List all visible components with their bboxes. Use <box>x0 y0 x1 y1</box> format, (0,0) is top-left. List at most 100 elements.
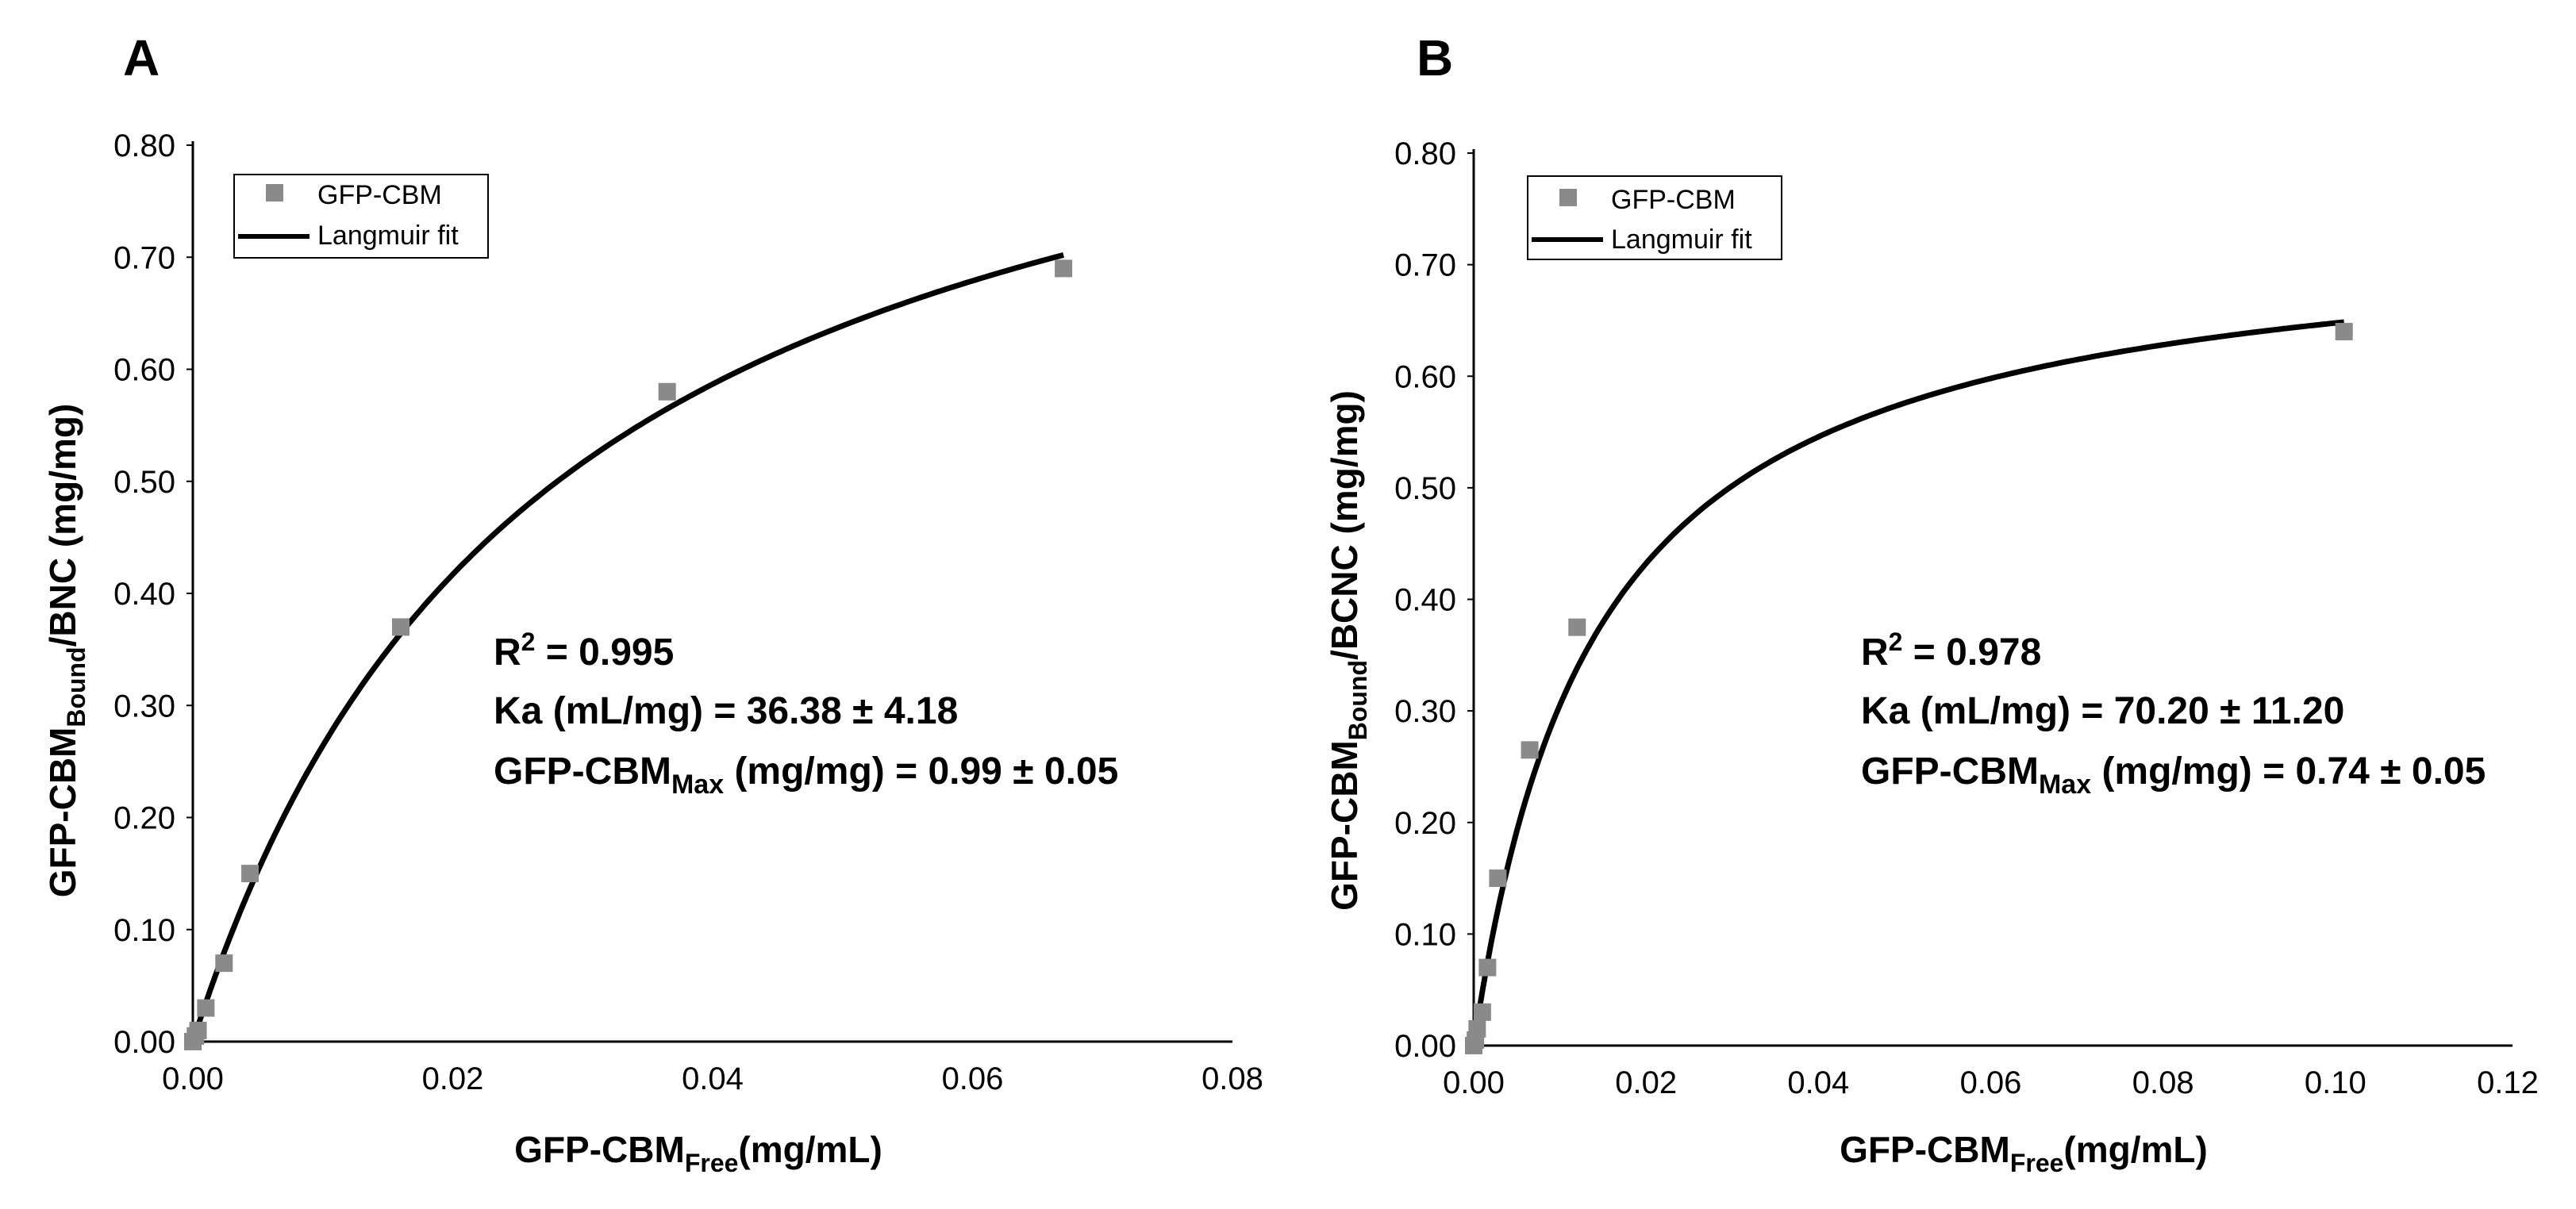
data-point <box>2335 323 2353 340</box>
panel-a-x-ticks: 0.00 0.02 0.04 0.06 0.08 <box>162 1061 1263 1096</box>
y-tick-label: 0.80 <box>1394 136 1456 171</box>
panel-a-legend-points-label: GFP-CBM <box>317 180 442 210</box>
y-tick-label: 0.60 <box>113 353 175 388</box>
y-tick-label: 0.70 <box>113 240 175 275</box>
data-point <box>392 618 409 636</box>
panel-b-r2-value: = 0.978 <box>1902 631 2041 674</box>
x-tick-label: 0.12 <box>2477 1065 2539 1100</box>
x-tick-label: 0.04 <box>1787 1065 1849 1100</box>
panel-b-ylabel-tail: /BCNC (mg/mg) <box>1324 390 1365 660</box>
panel-a-ylabel-sub: Bound <box>62 647 90 727</box>
panel-b-legend-line-label: Langmuir fit <box>1611 225 1752 255</box>
data-point <box>1468 1019 1486 1038</box>
y-tick-label: 0.60 <box>1394 359 1456 394</box>
data-point <box>197 999 215 1017</box>
data-point <box>658 382 676 401</box>
panel-a-legend-marker <box>266 184 283 202</box>
x-tick-label: 0.10 <box>2305 1065 2366 1100</box>
panel-b: B 0.00 0.10 0.20 0.30 0.40 0.50 0.60 0.70 0.80 0… <box>1324 29 2539 1177</box>
panel-a-axes <box>191 141 1232 1043</box>
panel-a: A 0.00 0.10 0.20 0.30 0.40 0.50 0.60 0.70 0.80 0… <box>42 29 1263 1177</box>
x-tick-label: 0.04 <box>682 1061 744 1096</box>
y-tick-label: 0.50 <box>1394 471 1456 506</box>
panel-a-max-sub: Max <box>671 770 724 800</box>
x-tick-label: 0.02 <box>1615 1065 1677 1100</box>
data-point <box>1473 1003 1491 1021</box>
x-tick-label: 0.06 <box>942 1061 1004 1096</box>
panel-a-fit <box>190 252 1065 1043</box>
panel-a-max: GFP-CBMMax (mg/mg) = 0.99 ± 0.05 <box>494 750 1118 800</box>
panel-b-points <box>1465 323 2353 1054</box>
panel-a-annotation: R2 = 0.995 Ka (mL/mg) = 36.38 ± 4.18 GFP… <box>494 628 1118 800</box>
y-tick-label: 0.20 <box>1394 806 1456 841</box>
panel-a-xlabel-tail: (mg/mL) <box>738 1129 882 1170</box>
panel-a-max-tail: (mg/mg) = 0.99 ± 0.05 <box>724 750 1118 793</box>
panel-a-y-ticks: 0.00 0.10 0.20 0.30 0.40 0.50 0.60 0.70 0.80 <box>113 129 193 1060</box>
panel-b-x-axis-title: GFP-CBMFree(mg/mL) <box>1840 1129 2208 1177</box>
panel-a-legend: GFP-CBM Langmuir fit <box>233 174 489 259</box>
panel-b-legend-marker <box>1559 189 1577 206</box>
panel-b-x-ticks: 0.00 0.02 0.04 0.06 0.08 0.10 0.12 <box>1443 1065 2539 1100</box>
panel-a-y-axis-title: GFP-CBMBound/BNC (mg/mg) <box>42 404 90 898</box>
y-tick-label: 0.40 <box>1394 583 1456 618</box>
panel-a-ka: Ka (mL/mg) = 36.38 ± 4.18 <box>494 690 958 732</box>
panel-b-y-axis-title: GFP-CBMBound/BCNC (mg/mg) <box>1324 390 1372 911</box>
y-tick-label: 0.50 <box>113 465 175 500</box>
panel-a-r2-value: = 0.995 <box>535 631 674 674</box>
y-tick-label: 0.70 <box>1394 248 1456 283</box>
data-point <box>1055 259 1073 278</box>
y-tick-label: 0.10 <box>1394 917 1456 952</box>
y-tick-label: 0.80 <box>113 129 175 163</box>
x-tick-label: 0.08 <box>2132 1065 2194 1100</box>
panel-b-xlabel-main: GFP-CBM <box>1840 1129 2010 1170</box>
panel-a-legend-line-label: Langmuir fit <box>317 221 459 251</box>
panel-a-xlabel-main: GFP-CBM <box>514 1129 685 1170</box>
data-point <box>1521 741 1539 759</box>
x-tick-label: 0.08 <box>1201 1061 1263 1096</box>
panel-a-points <box>184 259 1073 1050</box>
panel-a-max-main: GFP-CBM <box>494 750 671 793</box>
panel-b-xlabel-tail: (mg/mL) <box>2063 1129 2207 1170</box>
data-point <box>189 1021 207 1039</box>
panel-b-axes <box>1472 149 2513 1047</box>
panel-b-legend-points-label: GFP-CBM <box>1611 185 1736 215</box>
panel-b-max: GFP-CBMMax (mg/mg) = 0.74 ± 0.05 <box>1861 750 2486 800</box>
panel-b-label: B <box>1417 29 1453 86</box>
panel-b-langmuir-fit-line <box>1471 319 2345 1046</box>
data-point <box>1478 958 1497 977</box>
panel-b-fit <box>1471 319 2345 1046</box>
panel-a-r2-sup: 2 <box>521 628 536 656</box>
panel-a-label: A <box>123 29 160 86</box>
panel-b-ylabel-main: GFP-CBM <box>1324 740 1365 911</box>
panel-a-xlabel-sub: Free <box>685 1149 739 1177</box>
panel-b-y-ticks: 0.00 0.10 0.20 0.30 0.40 0.50 0.60 0.70 0.80 <box>1394 136 1474 1064</box>
data-point <box>215 954 233 973</box>
panel-b-legend: GFP-CBM Langmuir fit <box>1527 175 1782 260</box>
y-tick-label: 0.30 <box>1394 694 1456 729</box>
x-tick-label: 0.00 <box>1443 1065 1505 1100</box>
panel-a-ylabel-tail: /BNC (mg/mg) <box>42 404 83 647</box>
panel-b-r2-sup: 2 <box>1889 628 1903 656</box>
y-tick-label: 0.00 <box>1394 1029 1456 1064</box>
x-tick-label: 0.06 <box>1960 1065 2022 1100</box>
y-tick-label: 0.30 <box>113 689 175 723</box>
panel-b-max-tail: (mg/mg) = 0.74 ± 0.05 <box>2091 750 2486 793</box>
panel-b-xlabel-sub: Free <box>2010 1149 2064 1177</box>
panel-a-r2: R2 = 0.995 <box>494 628 674 674</box>
panel-b-annotation: R2 = 0.978 Ka (mL/mg) = 70.20 ± 11.20 GF… <box>1861 628 2486 800</box>
panel-b-max-main: GFP-CBM <box>1861 750 2039 793</box>
panel-b-r2-prefix: R <box>1861 631 1889 674</box>
panel-a-x-axis-title: GFP-CBMFree(mg/mL) <box>514 1129 882 1177</box>
y-tick-label: 0.00 <box>113 1025 175 1060</box>
panel-b-max-sub: Max <box>2039 770 2091 800</box>
panel-b-r2: R2 = 0.978 <box>1861 628 2041 674</box>
x-tick-label: 0.00 <box>162 1061 224 1096</box>
data-point <box>1489 869 1507 888</box>
panel-b-ylabel-sub: Bound <box>1344 660 1372 740</box>
x-tick-label: 0.02 <box>422 1061 484 1096</box>
data-point <box>241 865 260 883</box>
panel-b-ka: Ka (mL/mg) = 70.20 ± 11.20 <box>1861 690 2344 732</box>
panel-a-ylabel-main: GFP-CBM <box>42 727 83 898</box>
data-point <box>1568 618 1586 636</box>
